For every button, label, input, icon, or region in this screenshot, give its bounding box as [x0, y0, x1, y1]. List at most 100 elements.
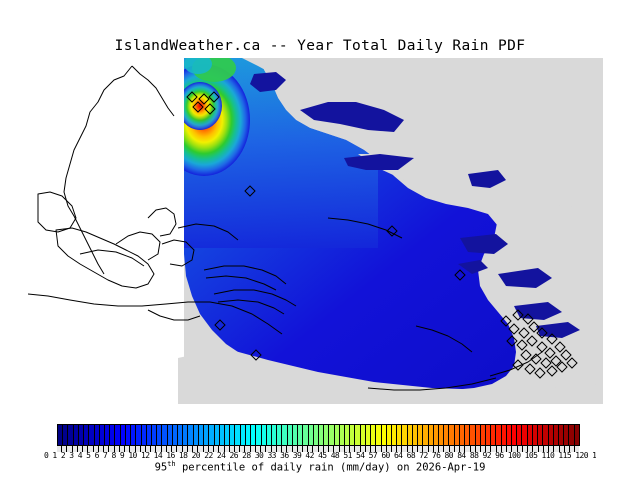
- colorbar-segment: [423, 425, 429, 445]
- colorbar-segment: [397, 425, 403, 445]
- colorbar-segment: [136, 425, 142, 445]
- colorbar-tick: [407, 446, 413, 452]
- colorbar-tick: [569, 446, 576, 452]
- colorbar-segment: [470, 425, 476, 445]
- colorbar-segment: [339, 425, 346, 445]
- colorbar-tick: [130, 446, 136, 452]
- colorbar-tick: [386, 446, 392, 452]
- colorbar-wrapper[interactable]: [57, 424, 580, 446]
- colorbar[interactable]: [57, 424, 580, 446]
- colorbar-tick: [334, 446, 340, 452]
- colorbar-tick: [554, 446, 560, 452]
- colorbar-tick: [219, 446, 225, 452]
- colorbar-segment: [245, 425, 252, 445]
- colorbar-tick: [449, 446, 455, 452]
- colorbar-segment: [402, 425, 408, 445]
- colorbar-tick: [564, 446, 570, 452]
- colorbar-tick: [371, 446, 377, 452]
- colorbar-segment: [303, 425, 309, 445]
- colorbar-tick: [177, 446, 183, 452]
- colorbar-segment: [120, 425, 126, 445]
- colorbar-tick: [208, 446, 215, 452]
- colorbar-tick: [57, 446, 63, 452]
- colorbar-tick: [439, 446, 445, 452]
- colorbar-segment: [512, 425, 518, 445]
- colorbar-tick: [528, 446, 534, 452]
- colorbar-segment: [334, 425, 340, 445]
- colorbar-segment: [360, 425, 366, 445]
- colorbar-segment: [157, 425, 163, 445]
- colorbar-segment: [376, 425, 382, 445]
- colorbar-segment: [277, 425, 283, 445]
- colorbar-tick: [496, 446, 502, 452]
- colorbar-segment: [287, 425, 293, 445]
- colorbar-segment: [110, 425, 116, 445]
- colorbar-segment: [532, 425, 539, 445]
- colorbar-segment: [73, 425, 79, 445]
- colorbar-tick: [381, 446, 387, 452]
- colorbar-tick: [240, 446, 246, 452]
- colorbar-tick: [454, 446, 461, 452]
- colorbar-segment: [548, 425, 554, 445]
- colorbar-tick: [166, 446, 173, 452]
- colorbar-tick: [392, 446, 398, 452]
- colorbar-tick: [365, 446, 372, 452]
- colorbar-tick: [491, 446, 497, 452]
- colorbar-segment: [193, 425, 199, 445]
- colorbar-tick: [512, 446, 518, 452]
- colorbar-segment: [454, 425, 460, 445]
- colorbar-segment: [527, 425, 533, 445]
- colorbar-segment: [271, 425, 278, 445]
- colorbar-tick: [98, 446, 105, 452]
- colorbar-tick: [104, 446, 110, 452]
- colorbar-tick: [460, 446, 466, 452]
- caption-rest: percentile of daily rain (mm/day) on 202…: [175, 461, 486, 474]
- colorbar-segment: [178, 425, 184, 445]
- colorbar-segment: [407, 425, 413, 445]
- colorbar-tick: [313, 446, 319, 452]
- colorbar-tick: [323, 446, 330, 452]
- colorbar-tick: [423, 446, 429, 452]
- colorbar-tick: [276, 446, 283, 452]
- colorbar-segment: [214, 425, 220, 445]
- colorbar-tick: [318, 446, 324, 452]
- colorbar-segment: [308, 425, 314, 445]
- colorbar-tick: [234, 446, 241, 452]
- colorbar-segment: [225, 425, 231, 445]
- colorbar-tick: [193, 446, 199, 452]
- colorbar-tick: [119, 446, 126, 452]
- colorbar-tick: [214, 446, 220, 452]
- colorbar-segment: [355, 425, 361, 445]
- colorbar-tick: [292, 446, 298, 452]
- colorbar-segment: [266, 425, 272, 445]
- station-markers[interactable]: [186, 91, 578, 379]
- colorbar-tick: [480, 446, 487, 452]
- map-panel[interactable]: [28, 58, 603, 404]
- colorbar-caption: 95th percentile of daily rain (mm/day) o…: [0, 460, 640, 474]
- colorbar-tick: [533, 446, 539, 452]
- colorbar-segment: [522, 425, 528, 445]
- colorbar-segment: [543, 425, 549, 445]
- colorbar-tick: [507, 446, 513, 452]
- colorbar-segment: [313, 425, 319, 445]
- caption-superscript: th: [167, 460, 176, 468]
- colorbar-segment: [345, 425, 351, 445]
- colorbar-tick: [303, 446, 309, 452]
- colorbar-segment: [381, 425, 387, 445]
- colorbar-tick: [261, 446, 267, 452]
- map-canvas[interactable]: [28, 58, 603, 404]
- colorbar-tick: [203, 446, 209, 452]
- colorbar-tick: [287, 446, 293, 452]
- colorbar-tick: [266, 446, 272, 452]
- colorbar-segment: [94, 425, 100, 445]
- colorbar-tick: [501, 446, 508, 452]
- colorbar-tick: [376, 446, 382, 452]
- page-title: IslandWeather.ca -- Year Total Daily Rai…: [114, 38, 526, 54]
- colorbar-tick: [297, 446, 304, 452]
- colorbar-segment: [318, 425, 325, 445]
- colorbar-segment: [58, 425, 64, 445]
- colorbar-segment: [574, 425, 579, 445]
- colorbar-segment: [496, 425, 502, 445]
- colorbar-tick: [543, 446, 550, 452]
